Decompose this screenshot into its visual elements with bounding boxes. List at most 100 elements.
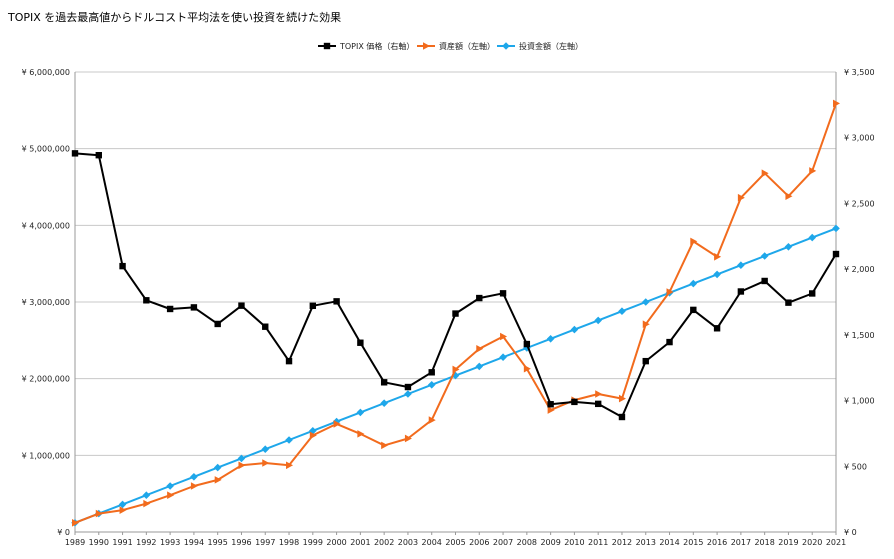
x-tick-label: 2012 <box>612 538 632 547</box>
right-tick-label: ¥ 2,000 <box>844 265 875 274</box>
x-tick-label: 1990 <box>89 538 109 547</box>
series-2-point <box>213 463 222 472</box>
x-tick-label: 1994 <box>184 538 204 547</box>
right-tick-label: ¥ 500 <box>844 462 867 471</box>
series-1-point <box>761 169 769 177</box>
x-tick-label: 2001 <box>350 538 370 547</box>
series-1-point <box>714 252 722 261</box>
x-tick-label: 2009 <box>540 538 560 547</box>
left-tick-label: ¥ 3,000,000 <box>22 298 70 307</box>
series-1-point <box>286 461 294 470</box>
x-tick-label: 2018 <box>754 538 774 547</box>
series-0-point <box>499 290 507 297</box>
x-tick-label: 1992 <box>136 538 156 547</box>
series-2-point <box>166 482 174 490</box>
series-0-point <box>143 297 150 304</box>
series-1-point <box>333 420 341 428</box>
series-1-point <box>190 482 198 490</box>
x-tick-label: 2010 <box>564 538 584 547</box>
x-tick-label: 2007 <box>493 538 513 547</box>
x-tick-label: 2019 <box>778 538 798 547</box>
series-2-point <box>475 362 484 371</box>
series-0-point <box>380 379 388 386</box>
series-1-point <box>428 416 436 424</box>
series-1-point <box>238 461 246 470</box>
series-2-point <box>689 279 698 288</box>
x-tick-label: 1993 <box>160 538 180 547</box>
series-0-point <box>119 262 126 270</box>
x-tick-label: 2017 <box>731 538 751 547</box>
series-1-point <box>690 237 698 246</box>
series-0-point <box>832 250 840 258</box>
left-tick-label: ¥ 2,000,000 <box>22 375 70 384</box>
x-tick-label: 2011 <box>588 538 608 547</box>
series-0-point <box>713 325 721 332</box>
series-2-point <box>641 298 650 306</box>
series-1-point <box>452 365 460 374</box>
series-0-point <box>571 398 578 406</box>
x-tick-label: 2000 <box>326 538 346 547</box>
x-tick-label: 2020 <box>802 538 822 547</box>
x-tick-label: 2004 <box>422 538 442 547</box>
series-0-point <box>309 302 317 310</box>
legend-label: TOPIX 価格（右軸） <box>339 41 414 51</box>
series-1-point <box>167 491 175 499</box>
series-2-point <box>309 427 317 435</box>
x-tick-label: 1996 <box>231 538 251 547</box>
left-tick-label: ¥ 6,000,000 <box>22 68 70 77</box>
series-1-point <box>95 509 103 518</box>
legend-marker <box>323 42 331 50</box>
series-1-point <box>523 364 531 373</box>
series-1-point <box>833 99 840 108</box>
series-2-point <box>523 344 531 352</box>
x-tick-label: 2006 <box>469 538 489 547</box>
series-0-point <box>285 357 293 365</box>
series-0-point <box>476 294 483 302</box>
series-1-point <box>381 441 389 450</box>
series-2-point <box>499 353 507 361</box>
series-0-point <box>737 288 745 295</box>
x-tick-label: 2002 <box>374 538 394 547</box>
series-0-point <box>404 383 412 391</box>
x-tick-label: 2013 <box>636 538 656 547</box>
x-tick-label: 2016 <box>707 538 727 547</box>
x-tick-label: 1997 <box>255 538 275 547</box>
series-1-point <box>642 320 650 329</box>
x-tick-label: 2005 <box>445 538 465 547</box>
series-0-point <box>214 320 221 328</box>
series-2-point <box>570 325 579 334</box>
series-1-point <box>309 431 317 440</box>
x-tick-label: 1995 <box>208 538 228 547</box>
series-1-point <box>143 499 151 508</box>
series-1-point <box>785 192 793 200</box>
series-1-point <box>618 394 626 403</box>
series-2-point <box>190 473 198 481</box>
series-0-point <box>523 340 531 348</box>
series-2-point <box>404 390 412 398</box>
series-2-point <box>356 408 365 417</box>
right-tick-label: ¥ 2,500 <box>844 199 875 208</box>
x-tick-label: 2021 <box>826 538 846 547</box>
series-0-point <box>357 339 364 346</box>
series-1-point <box>357 430 365 438</box>
series-2-point <box>832 224 840 233</box>
series-2-point <box>784 243 793 251</box>
series-0-point <box>166 305 174 313</box>
series-1-point <box>119 506 127 514</box>
right-tick-label: ¥ 3,500 <box>844 68 875 77</box>
series-0-point <box>262 323 269 330</box>
series-1-point <box>404 434 412 443</box>
series-0-point <box>238 302 245 309</box>
x-tick-label: 2003 <box>398 538 418 547</box>
series-0-point <box>761 277 768 285</box>
x-tick-label: 1999 <box>303 538 323 547</box>
series-0-point <box>594 400 602 408</box>
series-0-point <box>690 306 697 314</box>
series-2-point <box>618 307 626 315</box>
series-0-point <box>547 401 554 408</box>
x-tick-label: 2008 <box>517 538 537 547</box>
series-0-point <box>642 357 649 365</box>
series-2-point <box>713 270 721 279</box>
